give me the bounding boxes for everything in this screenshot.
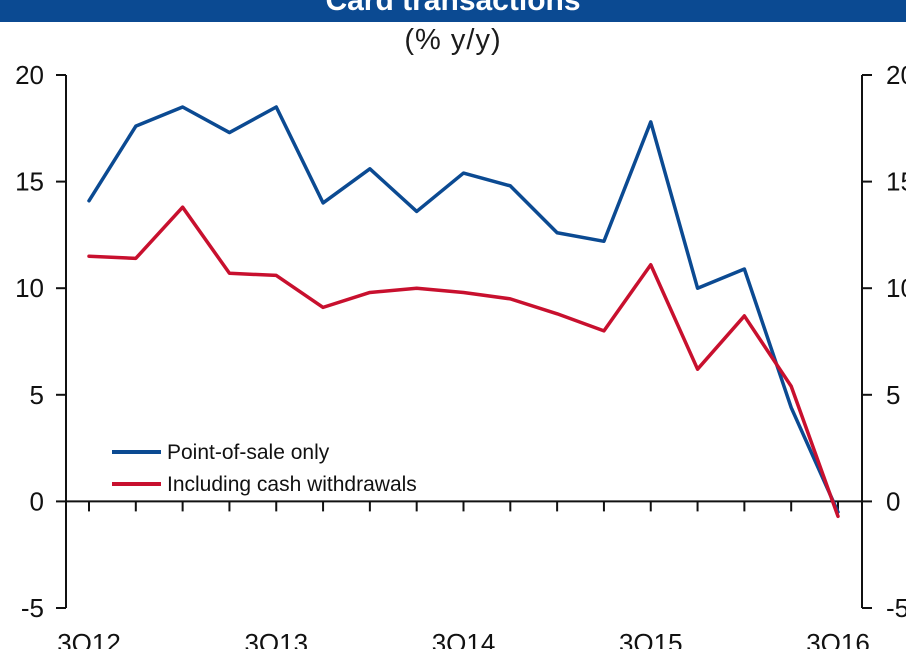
y-tick-label-left: 20 — [15, 60, 44, 90]
y-tick-label-right: 20 — [886, 60, 906, 90]
series-line-including-cash — [87, 205, 840, 519]
y-tick-label-left: 15 — [15, 167, 44, 197]
x-tick-label: 3Q14 — [432, 628, 496, 649]
y-tick-label-left: 5 — [30, 380, 44, 410]
y-tick-label-right: 15 — [886, 167, 906, 197]
x-tick-label: 3Q13 — [244, 628, 308, 649]
y-tick-label-right: 0 — [886, 486, 900, 516]
y-tick-label-left: -5 — [21, 593, 44, 623]
y-tick-label-right: 10 — [886, 273, 906, 303]
y-tick-label-right: -5 — [886, 593, 906, 623]
x-tick-label: 3Q15 — [619, 628, 683, 649]
unit-label: (% y/y) — [404, 24, 502, 56]
legend-label: Point-of-sale only — [167, 441, 330, 464]
chart-title: Card transactions — [325, 0, 581, 17]
y-tick-label-left: 0 — [30, 486, 44, 516]
y-tick-label-right: 5 — [886, 380, 900, 410]
title-band: Card transactions — [0, 0, 906, 22]
x-tick-label: 3Q16 — [806, 628, 870, 649]
y-tick-label-left: 10 — [15, 273, 44, 303]
x-tick-label: 3Q12 — [57, 628, 121, 649]
legend-label: Including cash withdrawals — [167, 473, 417, 496]
